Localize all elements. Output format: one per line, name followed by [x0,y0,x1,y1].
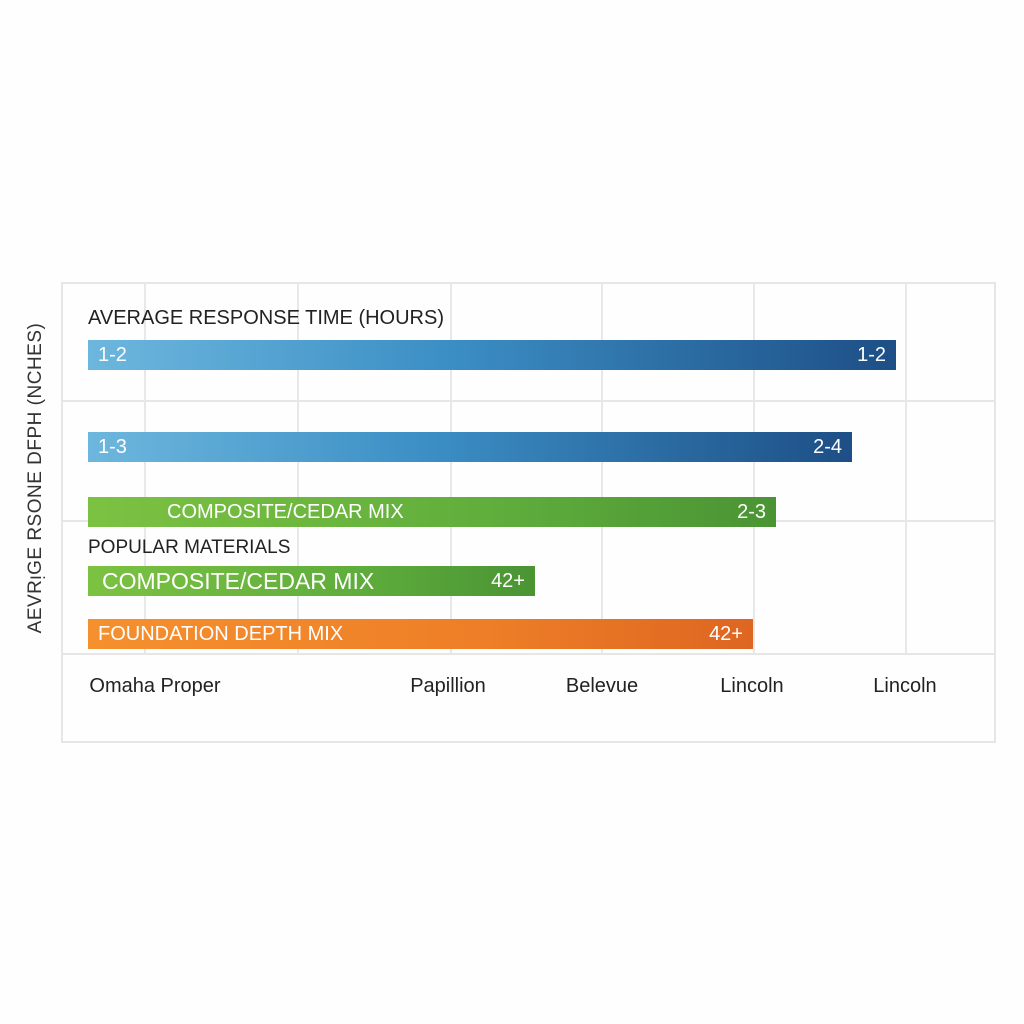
bar-label-right: 2-3 [737,501,766,523]
gridline-vertical [450,282,452,654]
bar-1: 1-2 1-2 [88,340,896,370]
gridline-vertical [905,282,907,654]
x-tick-label: Papillion [410,675,486,697]
bar-label-right: 42+ [491,570,525,592]
gridline-vertical [144,282,146,654]
gridline-vertical [753,282,755,654]
x-tick-label: Lincoln [873,675,937,697]
bar-3: COMPOSITE/CEDAR MIX 2-3 [88,497,776,527]
gridline-vertical [601,282,603,654]
section-title-response-time: AVERAGE RESPONSE TIME (HOURS) [88,307,444,329]
bar-5: FOUNDATION DEPTH MIX 42+ [88,619,753,649]
bar-2: 1-3 2-4 [88,432,852,462]
gridline-vertical [297,282,299,654]
bar-label-right: 2-4 [813,436,842,458]
bar-label-right: 42+ [709,623,743,645]
x-tick-label: Omaha Proper [89,675,221,697]
bar-label-right: 1-2 [857,344,886,366]
y-axis-label: AEVRᴉGE RSONE DFPH (NCHES) [25,322,46,634]
section-title-materials: POPULAR MATERIALS [88,537,291,558]
gridline-horizontal [61,653,996,655]
chart-frame [61,282,996,743]
bar-4: COMPOSITE/CEDAR MIX 42+ [88,566,535,596]
bar-label-left: FOUNDATION DEPTH MIX [98,623,344,645]
bar-label-left: COMPOSITE/CEDAR MIX [102,568,375,594]
bar-label-left: 1-2 [98,344,127,366]
gridline-horizontal [61,400,996,402]
bar-label-left: 1-3 [98,436,127,458]
x-tick-label: Belevue [565,675,639,697]
x-tick-label: Lincoln [720,675,784,697]
bar-label-left: COMPOSITE/CEDAR MIX [167,501,404,523]
